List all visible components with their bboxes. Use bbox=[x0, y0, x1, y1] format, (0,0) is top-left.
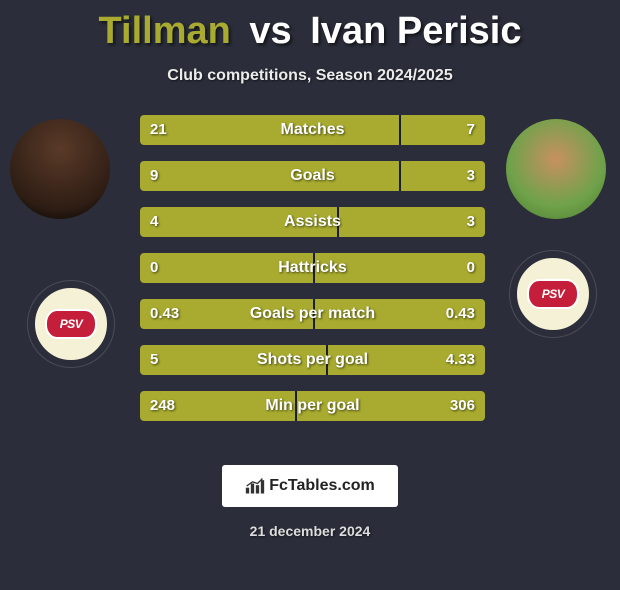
stat-row: 00Hattricks bbox=[140, 253, 485, 283]
stat-row: 0.430.43Goals per match bbox=[140, 299, 485, 329]
stat-bar-left bbox=[140, 253, 313, 283]
comparison-content: PSV PSV 217Matches 93Goals 43Assists 00Hatt… bbox=[0, 115, 620, 445]
stat-bar-right bbox=[295, 391, 485, 421]
stat-row: 217Matches bbox=[140, 115, 485, 145]
player2-avatar bbox=[506, 119, 606, 219]
stat-bar-left bbox=[140, 345, 326, 375]
stat-bar-right bbox=[337, 207, 485, 237]
player2-club-badge: PSV bbox=[510, 251, 596, 337]
stat-row: 54.33Shots per goal bbox=[140, 345, 485, 375]
stat-bar-left bbox=[140, 161, 399, 191]
stat-bars: 217Matches 93Goals 43Assists 00Hattricks 0.4… bbox=[140, 115, 485, 437]
stat-row: 248306Min per goal bbox=[140, 391, 485, 421]
footer-date: 21 december 2024 bbox=[0, 523, 620, 539]
stat-bar-right bbox=[326, 345, 485, 375]
vs-label: vs bbox=[249, 10, 291, 52]
stat-bar-right bbox=[313, 253, 486, 283]
stat-bar-left bbox=[140, 115, 399, 145]
chart-icon bbox=[245, 477, 265, 495]
stat-bar-left bbox=[140, 207, 337, 237]
site-name: FcTables.com bbox=[269, 477, 375, 495]
comparison-title: Tillman vs Ivan Perisic bbox=[0, 10, 620, 53]
player2-name: Ivan Perisic bbox=[310, 10, 521, 52]
player1-name: Tillman bbox=[99, 10, 231, 52]
stat-bar-right bbox=[399, 161, 485, 191]
subtitle: Club competitions, Season 2024/2025 bbox=[0, 67, 620, 85]
stat-bar-right bbox=[313, 299, 486, 329]
club-badge-left: PSV bbox=[45, 309, 97, 339]
stat-bar-left bbox=[140, 391, 295, 421]
stat-row: 43Assists bbox=[140, 207, 485, 237]
player1-avatar bbox=[10, 119, 110, 219]
stat-bar-left bbox=[140, 299, 313, 329]
player1-club-badge: PSV bbox=[28, 281, 114, 367]
stat-bar-right bbox=[399, 115, 485, 145]
club-badge-right: PSV bbox=[527, 279, 579, 309]
stat-row: 93Goals bbox=[140, 161, 485, 191]
site-logo[interactable]: FcTables.com bbox=[222, 465, 398, 507]
